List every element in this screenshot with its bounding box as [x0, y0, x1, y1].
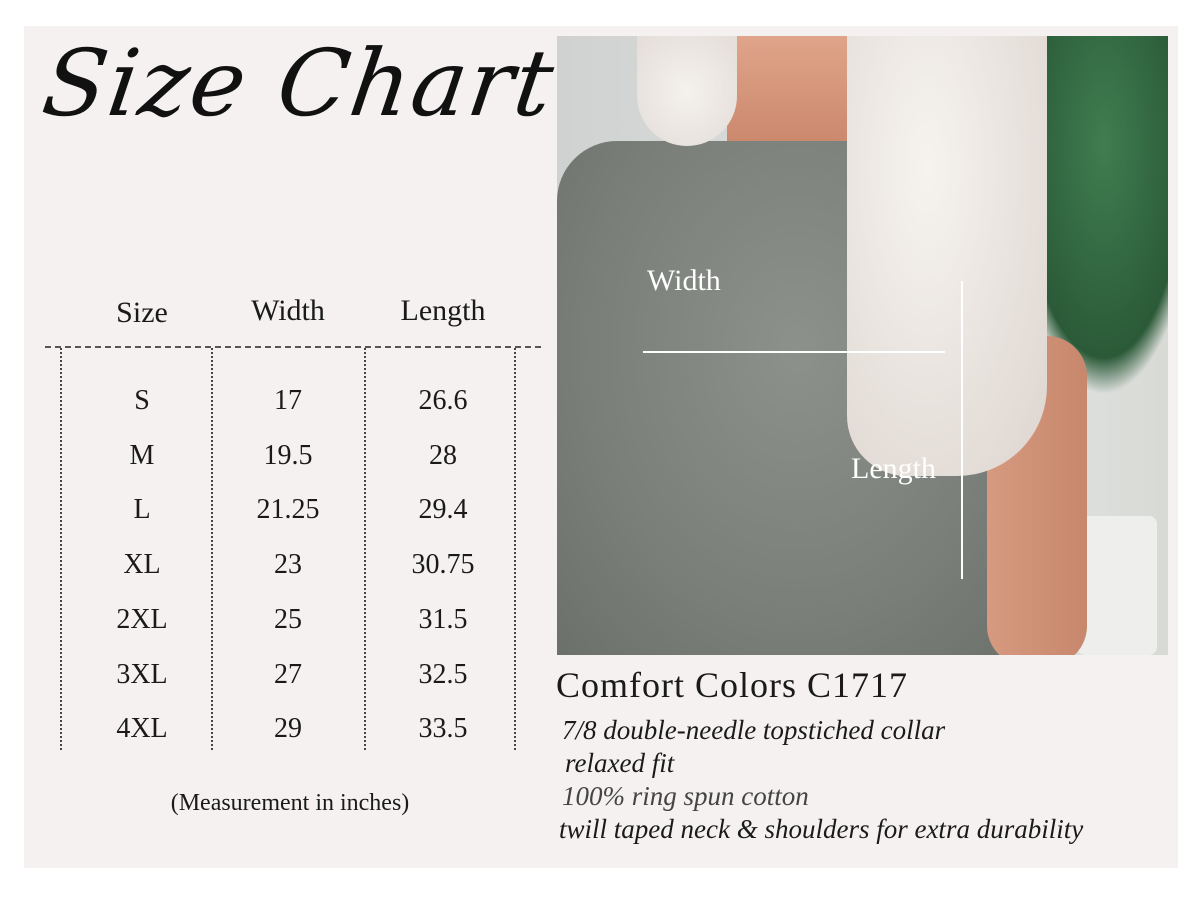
feature-item: relaxed fit: [565, 748, 675, 778]
feature-item: 100% ring spun cotton: [562, 781, 809, 811]
feature-item: 7/8 double-needle topstiched collar: [562, 715, 946, 745]
width-cell: 17: [274, 385, 302, 416]
length-cell: 28: [429, 439, 457, 471]
size-cell: S: [134, 385, 150, 416]
neck-image: [727, 36, 857, 151]
pot-image: [1077, 516, 1157, 655]
measurement-note: (Measurement in inches): [170, 790, 410, 816]
hair-image: [637, 36, 737, 146]
length-cell: 30.75: [411, 549, 475, 581]
length-cell: 31.5: [418, 603, 468, 635]
length-label: Length: [851, 452, 936, 485]
size-cell: XL: [123, 549, 161, 581]
length-cell: 26.6: [418, 385, 468, 416]
width-cell: 29: [274, 713, 302, 745]
hair-image: [847, 36, 1047, 476]
width-cell: 23: [274, 549, 302, 581]
width-cell: 25: [274, 603, 302, 635]
size-cell: L: [133, 494, 151, 526]
width-cell: 21.25: [256, 494, 320, 526]
feature-item: twill taped neck & shoulders for extra d…: [559, 814, 1084, 844]
size-cell: 2XL: [116, 603, 168, 635]
column-divider: [364, 348, 366, 750]
width-cell: 27: [274, 658, 302, 690]
column-divider: [211, 348, 213, 750]
header-length: Length: [400, 294, 486, 327]
column-divider: [60, 348, 62, 750]
page-title: Size Chart: [36, 30, 562, 137]
length-cell: 29.4: [418, 494, 468, 526]
width-cell: 19.5: [263, 439, 313, 471]
size-cell: 4XL: [116, 713, 168, 745]
column-divider: [514, 348, 516, 750]
model-photo: Width Length: [557, 36, 1168, 655]
length-cell: 33.5: [418, 713, 468, 745]
size-cell: 3XL: [116, 658, 168, 690]
length-arrow: [961, 281, 963, 579]
width-arrow: [643, 351, 945, 353]
length-cell: 32.5: [418, 658, 468, 690]
product-name: Comfort Colors C1717: [556, 665, 909, 705]
header-divider: [45, 346, 541, 348]
size-cell: M: [129, 439, 155, 471]
width-label: Width: [647, 264, 721, 297]
header-size: Size: [116, 296, 168, 329]
header-width: Width: [251, 294, 325, 327]
